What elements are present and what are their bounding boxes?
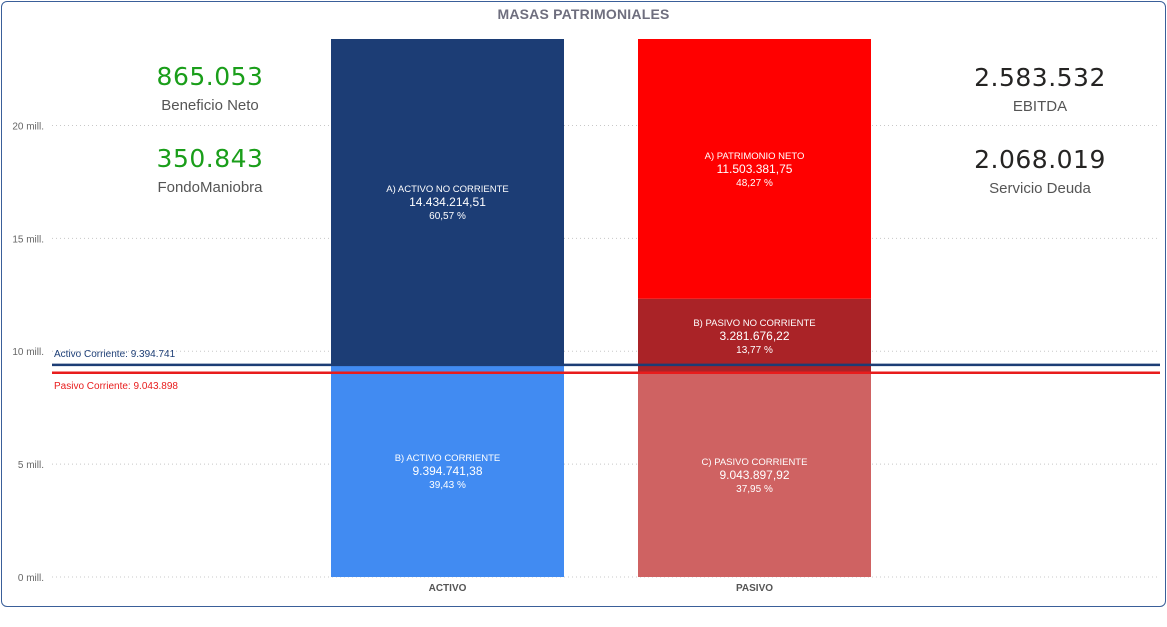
kpi-ebitda-label: EBITDA xyxy=(1012,98,1068,115)
segment-value-label-0: 9.394.741,38 xyxy=(412,464,482,478)
kpi-beneficio-neto-value: 865.053 xyxy=(156,62,264,91)
x-category-label-1: PASIVO xyxy=(736,583,773,594)
segment-value-label-2: 9.043.897,92 xyxy=(719,468,789,482)
segment-pct-label-0: 39,43 % xyxy=(429,480,466,491)
segment-value-label-1: 14.434.214,51 xyxy=(409,195,486,209)
chart-title: MASAS PATRIMONIALES xyxy=(497,6,670,22)
segment-name-label-0: B) ACTIVO CORRIENTE xyxy=(395,453,501,464)
segment-pct-label-1: 60,57 % xyxy=(429,211,466,222)
bar-segment-2[interactable] xyxy=(638,372,871,577)
kpi-fondo-maniobra-label: FondoManiobra xyxy=(157,179,263,196)
bar-segment-4[interactable] xyxy=(638,39,871,299)
y-tick-label-4: 20 mill. xyxy=(12,121,44,132)
x-category-label-0: ACTIVO xyxy=(429,583,467,594)
reference-line-label-1: Pasivo Corriente: 9.043.898 xyxy=(54,381,178,392)
kpi-servicio-deuda[interactable]: 2.068.019 Servicio Deuda xyxy=(940,145,1140,197)
segment-name-label-2: C) PASIVO CORRIENTE xyxy=(702,457,808,468)
kpi-beneficio-neto-label: Beneficio Neto xyxy=(161,97,259,114)
kpi-fondo-maniobra-value: 350.843 xyxy=(156,144,264,173)
segment-name-label-4: A) PATRIMONIO NETO xyxy=(705,151,805,162)
bar-segment-3[interactable] xyxy=(638,298,871,373)
kpi-beneficio-neto[interactable]: 865.053 Beneficio Neto xyxy=(110,62,310,114)
y-tick-label-1: 5 mill. xyxy=(18,460,44,471)
y-tick-label-0: 0 mill. xyxy=(18,573,44,584)
y-tick-label-2: 10 mill. xyxy=(12,347,44,358)
bar-segment-1[interactable] xyxy=(331,39,564,365)
bar-segment-0[interactable] xyxy=(331,364,564,577)
kpi-servicio-deuda-value: 2.068.019 xyxy=(974,145,1106,174)
segment-name-label-1: A) ACTIVO NO CORRIENTE xyxy=(386,184,508,195)
segment-value-label-4: 11.503.381,75 xyxy=(717,162,793,176)
reference-line-label-0: Activo Corriente: 9.394.741 xyxy=(54,349,176,360)
segment-pct-label-2: 37,95 % xyxy=(736,484,773,495)
segment-name-label-3: B) PASIVO NO CORRIENTE xyxy=(693,318,815,329)
segment-value-label-3: 3.281.676,22 xyxy=(719,329,789,343)
kpi-ebitda-value: 2.583.532 xyxy=(974,63,1106,92)
segment-pct-label-3: 13,77 % xyxy=(736,345,773,356)
kpi-fondo-maniobra[interactable]: 350.843 FondoManiobra xyxy=(110,144,310,196)
kpi-ebitda[interactable]: 2.583.532 EBITDA xyxy=(940,63,1140,115)
kpi-servicio-deuda-label: Servicio Deuda xyxy=(989,180,1091,197)
segment-pct-label-4: 48,27 % xyxy=(736,178,773,189)
y-tick-label-3: 15 mill. xyxy=(12,234,44,245)
visual-frame xyxy=(1,1,1166,607)
